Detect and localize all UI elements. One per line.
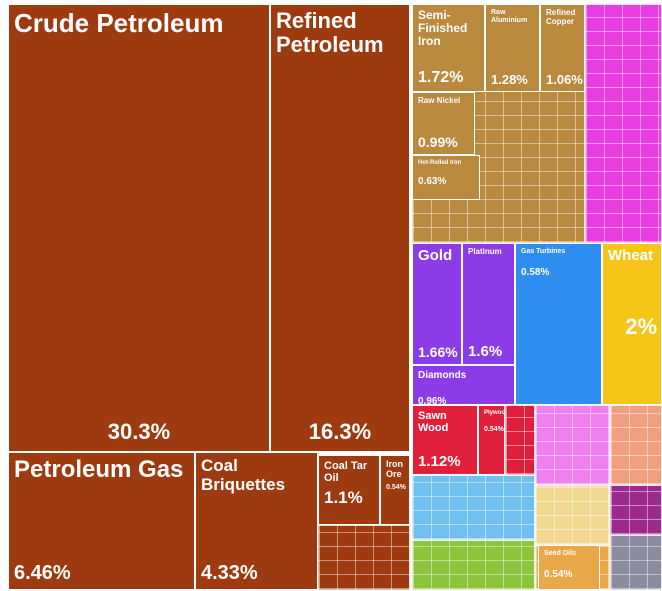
tile-value: 0.54%	[386, 483, 406, 491]
tile: Raw Nickel 0.99%	[412, 92, 475, 155]
tile-value: 0.54%	[544, 568, 573, 580]
tile-group	[535, 405, 610, 485]
tile: Seed Oils 0.54%	[538, 545, 600, 590]
tile: Platinum 1.6%	[462, 243, 515, 365]
tile-value: 0.54%	[484, 426, 504, 434]
tile: Plywood 0.54%	[478, 405, 505, 475]
tile: Sawn Wood 1.12%	[412, 405, 478, 475]
tile-value: 1.28%	[491, 72, 528, 87]
tile: Gold 1.66%	[412, 243, 462, 365]
tile-label: Hot-Rolled Iron	[418, 160, 462, 166]
tile: Raw Aluminium 1.28%	[485, 4, 540, 92]
tile-group	[610, 405, 662, 485]
tile-group	[610, 535, 662, 590]
tile-value: 1.12%	[418, 453, 461, 470]
tile: Iron Ore 0.54%	[380, 455, 410, 525]
tile-value: 30.3%	[107, 419, 171, 444]
tile-label: Iron Ore	[386, 459, 403, 479]
tile-label: Sawn Wood	[418, 410, 449, 435]
tile: Crude Petroleum 30.3%	[8, 4, 270, 452]
tile-group	[318, 525, 410, 590]
tile-label: Diamonds	[418, 370, 467, 381]
tile-group	[610, 485, 662, 535]
tile-value: 1.06%	[546, 72, 583, 87]
tile-value: 1.1%	[324, 488, 363, 508]
tile-label: Seed Oils	[544, 550, 576, 557]
tile-group	[412, 475, 535, 540]
tile: Petroleum Gas 6.46%	[8, 452, 195, 590]
tile-value: 4.33%	[201, 562, 258, 584]
tile-label: Refined Copper	[546, 8, 576, 26]
tile: Semi-Finished Iron 1.72%	[412, 4, 485, 92]
tile-value: 0.96%	[418, 396, 447, 405]
tile-label: Refined Petroleum	[276, 8, 384, 58]
tile-value: 6.46%	[14, 562, 71, 584]
tile: Diamonds 0.96%	[412, 365, 515, 405]
tile-label: Platinum	[468, 247, 502, 256]
tile: Coal Tar Oil 1.1%	[318, 455, 380, 525]
tile-value: 1.66%	[418, 344, 458, 360]
tile-label: Semi-Finished Iron	[418, 8, 468, 49]
tile-value: 16.3%	[308, 419, 372, 444]
tile-label: Crude Petroleum	[14, 8, 224, 38]
tile-label: Gas Turbines	[521, 248, 566, 255]
tile-value: 0.99%	[418, 134, 458, 150]
tile-label: Coal Briquettes	[201, 456, 286, 494]
tile-value: 1.72%	[418, 69, 464, 86]
tile: Refined Petroleum 16.3%	[270, 4, 410, 452]
tile: Wheat 2%	[602, 243, 662, 405]
tile-value: 0.58%	[521, 266, 550, 278]
tile: Hot-Rolled Iron 0.63%	[412, 155, 480, 200]
tile-group	[535, 485, 610, 545]
tile-group	[412, 540, 535, 590]
tile-label: Coal Tar Oil	[324, 460, 368, 485]
tile-label: Gold	[418, 247, 453, 264]
tile-label: Wheat	[608, 247, 653, 264]
tile: Coal Briquettes 4.33%	[195, 452, 318, 590]
tile-group	[505, 405, 535, 475]
tile-value: 2%	[625, 314, 657, 339]
tile-label: Raw Aluminium	[491, 9, 528, 24]
tile: Gas Turbines 0.58%	[515, 243, 602, 405]
tile-label: Raw Nickel	[418, 96, 461, 105]
tile-label: Plywood	[484, 410, 505, 416]
tile-value: 0.63%	[418, 176, 447, 188]
tile-value: 1.6%	[468, 343, 503, 360]
tile-label: Petroleum Gas	[14, 456, 184, 483]
tile-group	[585, 4, 662, 243]
tile: Refined Copper 1.06%	[540, 4, 585, 92]
